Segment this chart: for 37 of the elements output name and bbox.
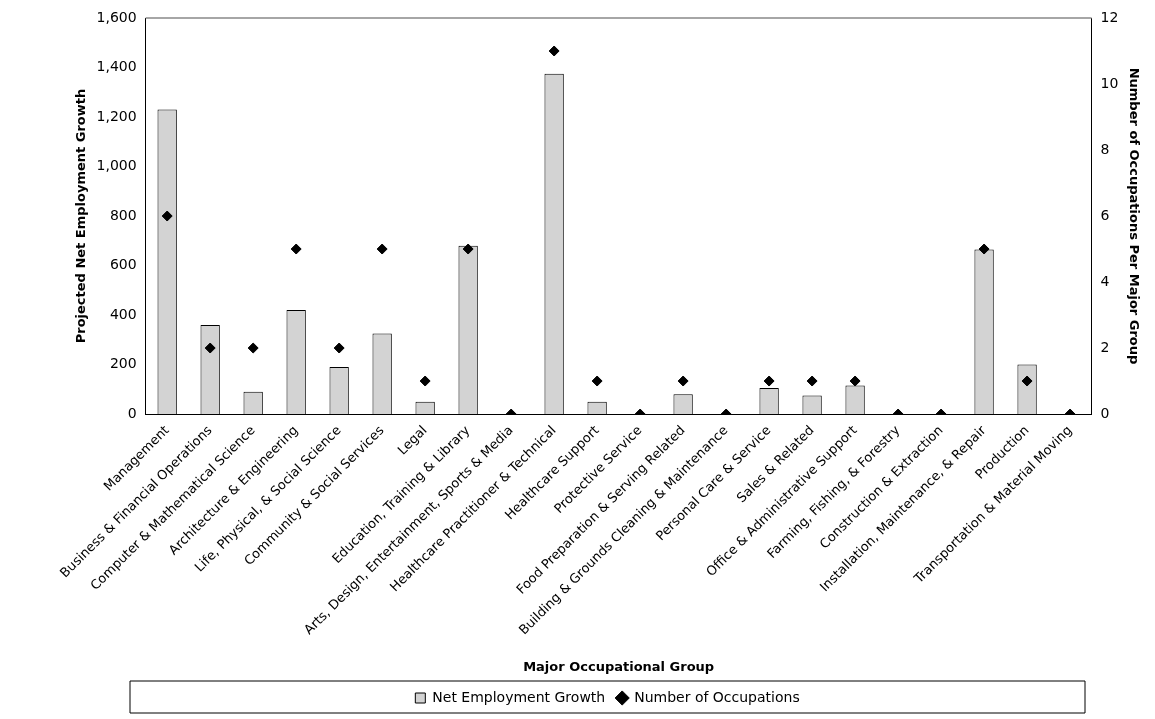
point — [290, 243, 302, 255]
y-tick-label: 0 — [127, 404, 137, 421]
point — [978, 243, 990, 255]
point — [849, 375, 861, 387]
point — [161, 210, 173, 222]
point — [376, 243, 388, 255]
y-tick-label: 600 — [109, 256, 137, 273]
y-axis-title: Projected Net Employment Growth — [73, 88, 89, 344]
y2-tick-label: 2 — [1100, 338, 1110, 355]
point — [204, 342, 216, 354]
y-tick-label: 1,200 — [96, 107, 137, 124]
x-axis-title: Major Occupational Group — [523, 658, 715, 674]
y2-tick-label: 10 — [1100, 74, 1119, 91]
y-tick-label: 1,400 — [96, 58, 137, 75]
y-tick-label: 200 — [109, 355, 137, 372]
y2-axis-title: Number of Occupations Per Major Group — [1126, 67, 1142, 365]
y2-tick-label: 12 — [1100, 8, 1119, 25]
legend-label: Net Employment Growth — [432, 688, 606, 705]
y2-tick-label: 0 — [1100, 404, 1110, 421]
point — [333, 342, 345, 354]
point — [677, 375, 689, 387]
legend-label: Number of Occupations — [634, 688, 800, 705]
point — [591, 375, 603, 387]
y-tick-label: 800 — [109, 206, 137, 223]
y-tick-label: 1,600 — [96, 8, 137, 25]
y2-tick-label: 8 — [1100, 140, 1110, 157]
point — [806, 375, 818, 387]
point — [763, 375, 775, 387]
y-tick-label: 1,000 — [96, 157, 137, 174]
point — [548, 45, 560, 57]
point — [462, 243, 474, 255]
point — [1021, 375, 1033, 387]
point — [419, 375, 431, 387]
y2-tick-label: 4 — [1100, 272, 1110, 289]
y2-tick-label: 6 — [1100, 206, 1110, 223]
point — [247, 342, 259, 354]
y-tick-label: 400 — [109, 305, 137, 322]
